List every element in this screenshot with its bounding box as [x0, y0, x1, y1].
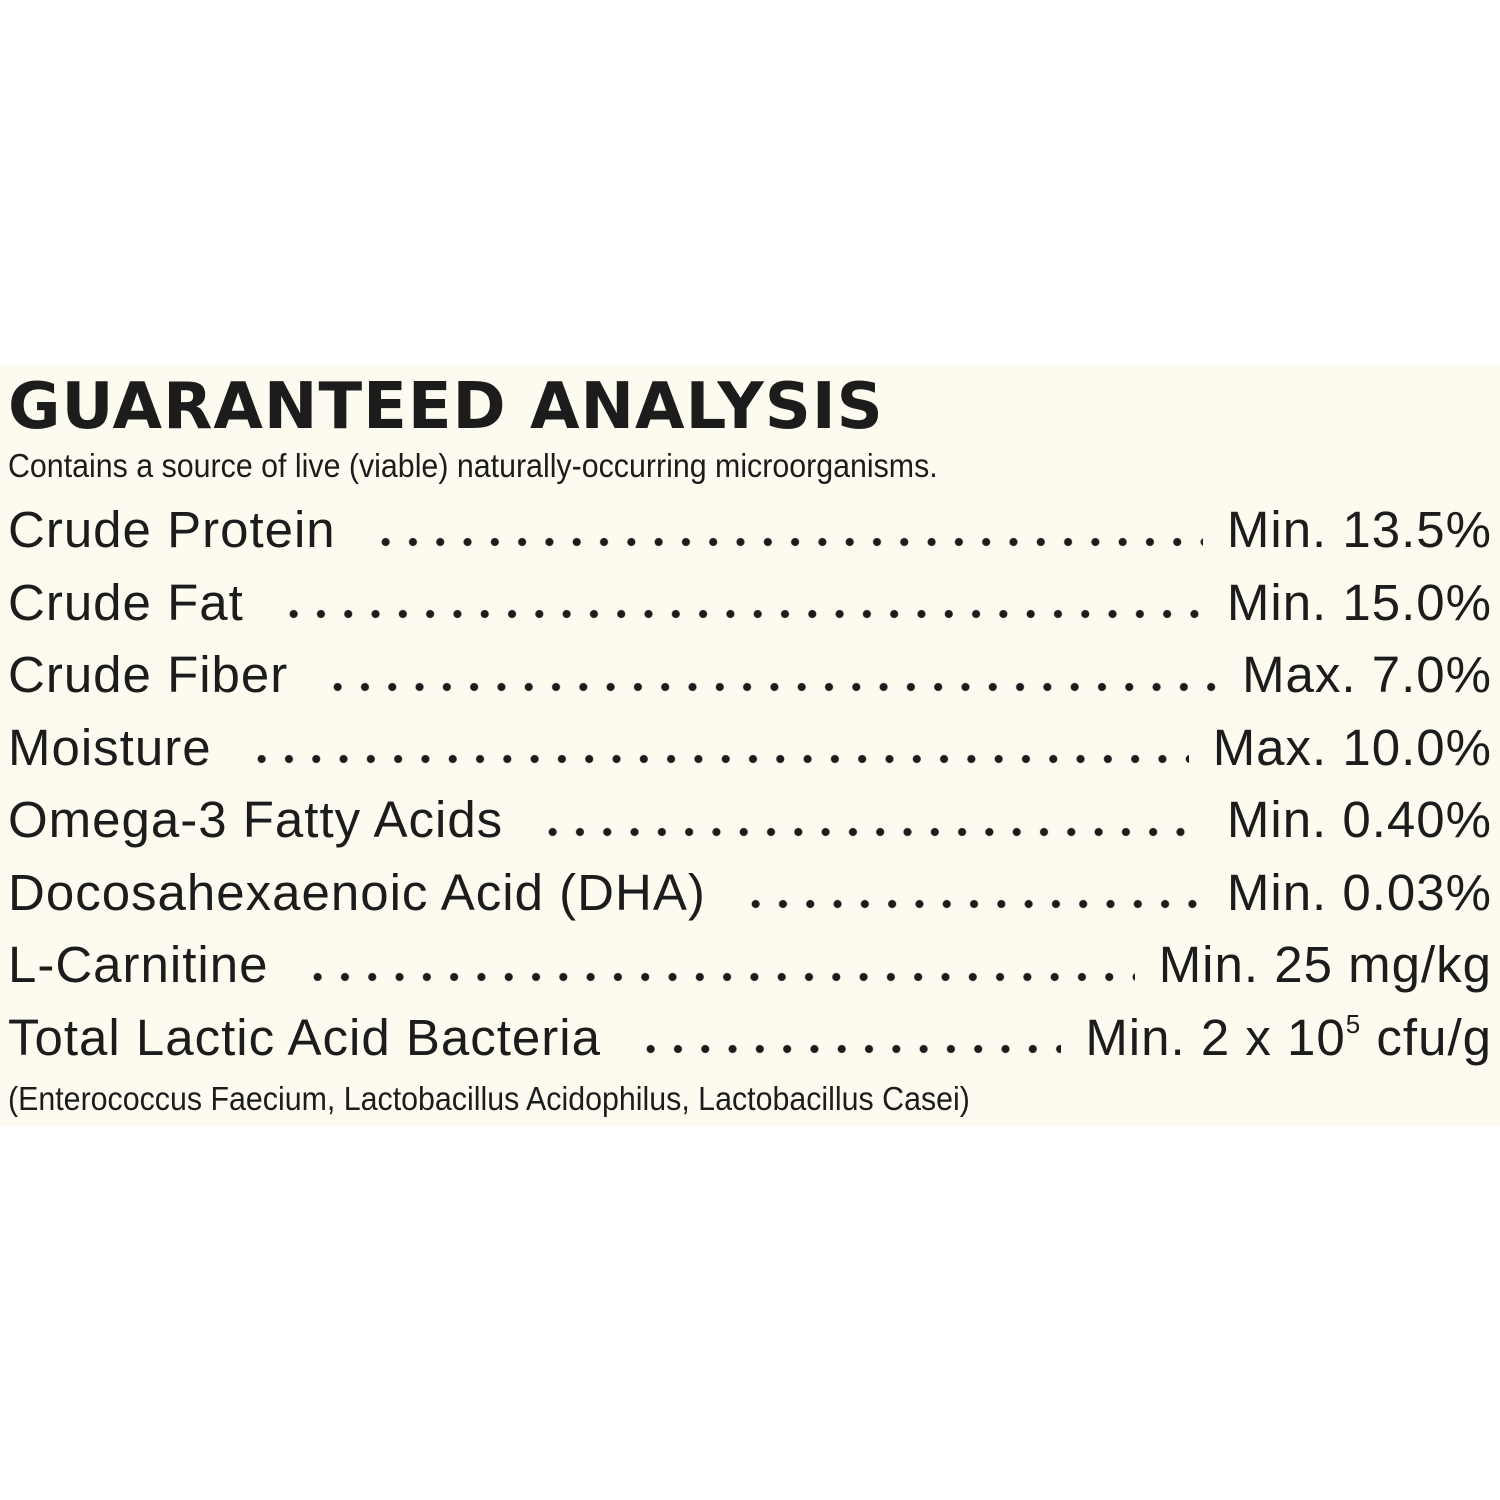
nutrient-name: Omega-3 Fatty Acids — [8, 791, 504, 848]
analysis-row-moisture: Moisture Max. 10.0% — [8, 712, 1492, 785]
amount-base: Min. 2 x 10 — [1085, 1008, 1346, 1066]
nutrient-amount: Min. 2 x 105 cfu/g — [1085, 1002, 1492, 1074]
nutrient-name: Crude Protein — [8, 501, 336, 558]
nutrient-amount: Min. 13.5% — [1226, 501, 1492, 558]
dot-leader — [636, 1042, 1062, 1056]
guaranteed-analysis-panel: GUARANTEED ANALYSIS Contains a source of… — [0, 364, 1500, 1126]
dot-leader — [304, 969, 1135, 984]
nutrient-amount: Max. 7.0% — [1242, 646, 1492, 703]
nutrient-amount: Min. 15.0% — [1226, 573, 1492, 631]
nutrient-amount: Min. 25 mg/kg — [1158, 936, 1492, 993]
dot-leader — [371, 534, 1203, 549]
dot-leader — [324, 679, 1219, 694]
amount-unit: cfu/g — [1361, 1008, 1492, 1066]
analysis-row-crude-fat: Crude Fat Min. 15.0% — [8, 567, 1492, 640]
nutrient-amount: Min. 0.03% — [1226, 863, 1492, 921]
nutrient-amount: Max. 10.0% — [1212, 718, 1492, 776]
nutrient-name: Crude Fat — [8, 573, 244, 631]
dot-leader — [539, 824, 1203, 839]
nutrient-name: Total Lactic Acid Bacteria — [8, 1008, 601, 1066]
analysis-table: Crude Protein Min. 13.5% Crude Fat Min. … — [8, 494, 1492, 1074]
dot-leader — [741, 897, 1203, 911]
nutrient-name: Moisture — [8, 718, 212, 776]
analysis-row-l-carnitine: L-Carnitine Min. 25 mg/kg — [8, 929, 1492, 1002]
bacteria-strains-footnote: (Enterococcus Faecium, Lactobacillus Aci… — [8, 1080, 970, 1117]
analysis-row-lactic-acid-bacteria: Total Lactic Acid Bacteria Min. 2 x 105 … — [8, 1002, 1492, 1075]
analysis-row-omega-3: Omega-3 Fatty Acids Min. 0.40% — [8, 784, 1492, 857]
nutrient-name: Docosahexaenoic Acid (DHA) — [8, 863, 706, 921]
panel-title: GUARANTEED ANALYSIS — [8, 370, 884, 444]
analysis-row-dha: Docosahexaenoic Acid (DHA) Min. 0.03% — [8, 857, 1492, 930]
amount-exponent: 5 — [1345, 1008, 1362, 1039]
nutrient-name: Crude Fiber — [8, 646, 289, 703]
analysis-row-crude-fiber: Crude Fiber Max. 7.0% — [8, 639, 1492, 712]
nutrient-name: L-Carnitine — [8, 936, 269, 993]
analysis-row-crude-protein: Crude Protein Min. 13.5% — [8, 494, 1492, 567]
nutrient-amount: Min. 0.40% — [1226, 791, 1492, 848]
dot-leader — [247, 752, 1189, 766]
panel-subtitle: Contains a source of live (viable) natur… — [8, 447, 938, 484]
dot-leader — [279, 607, 1203, 621]
